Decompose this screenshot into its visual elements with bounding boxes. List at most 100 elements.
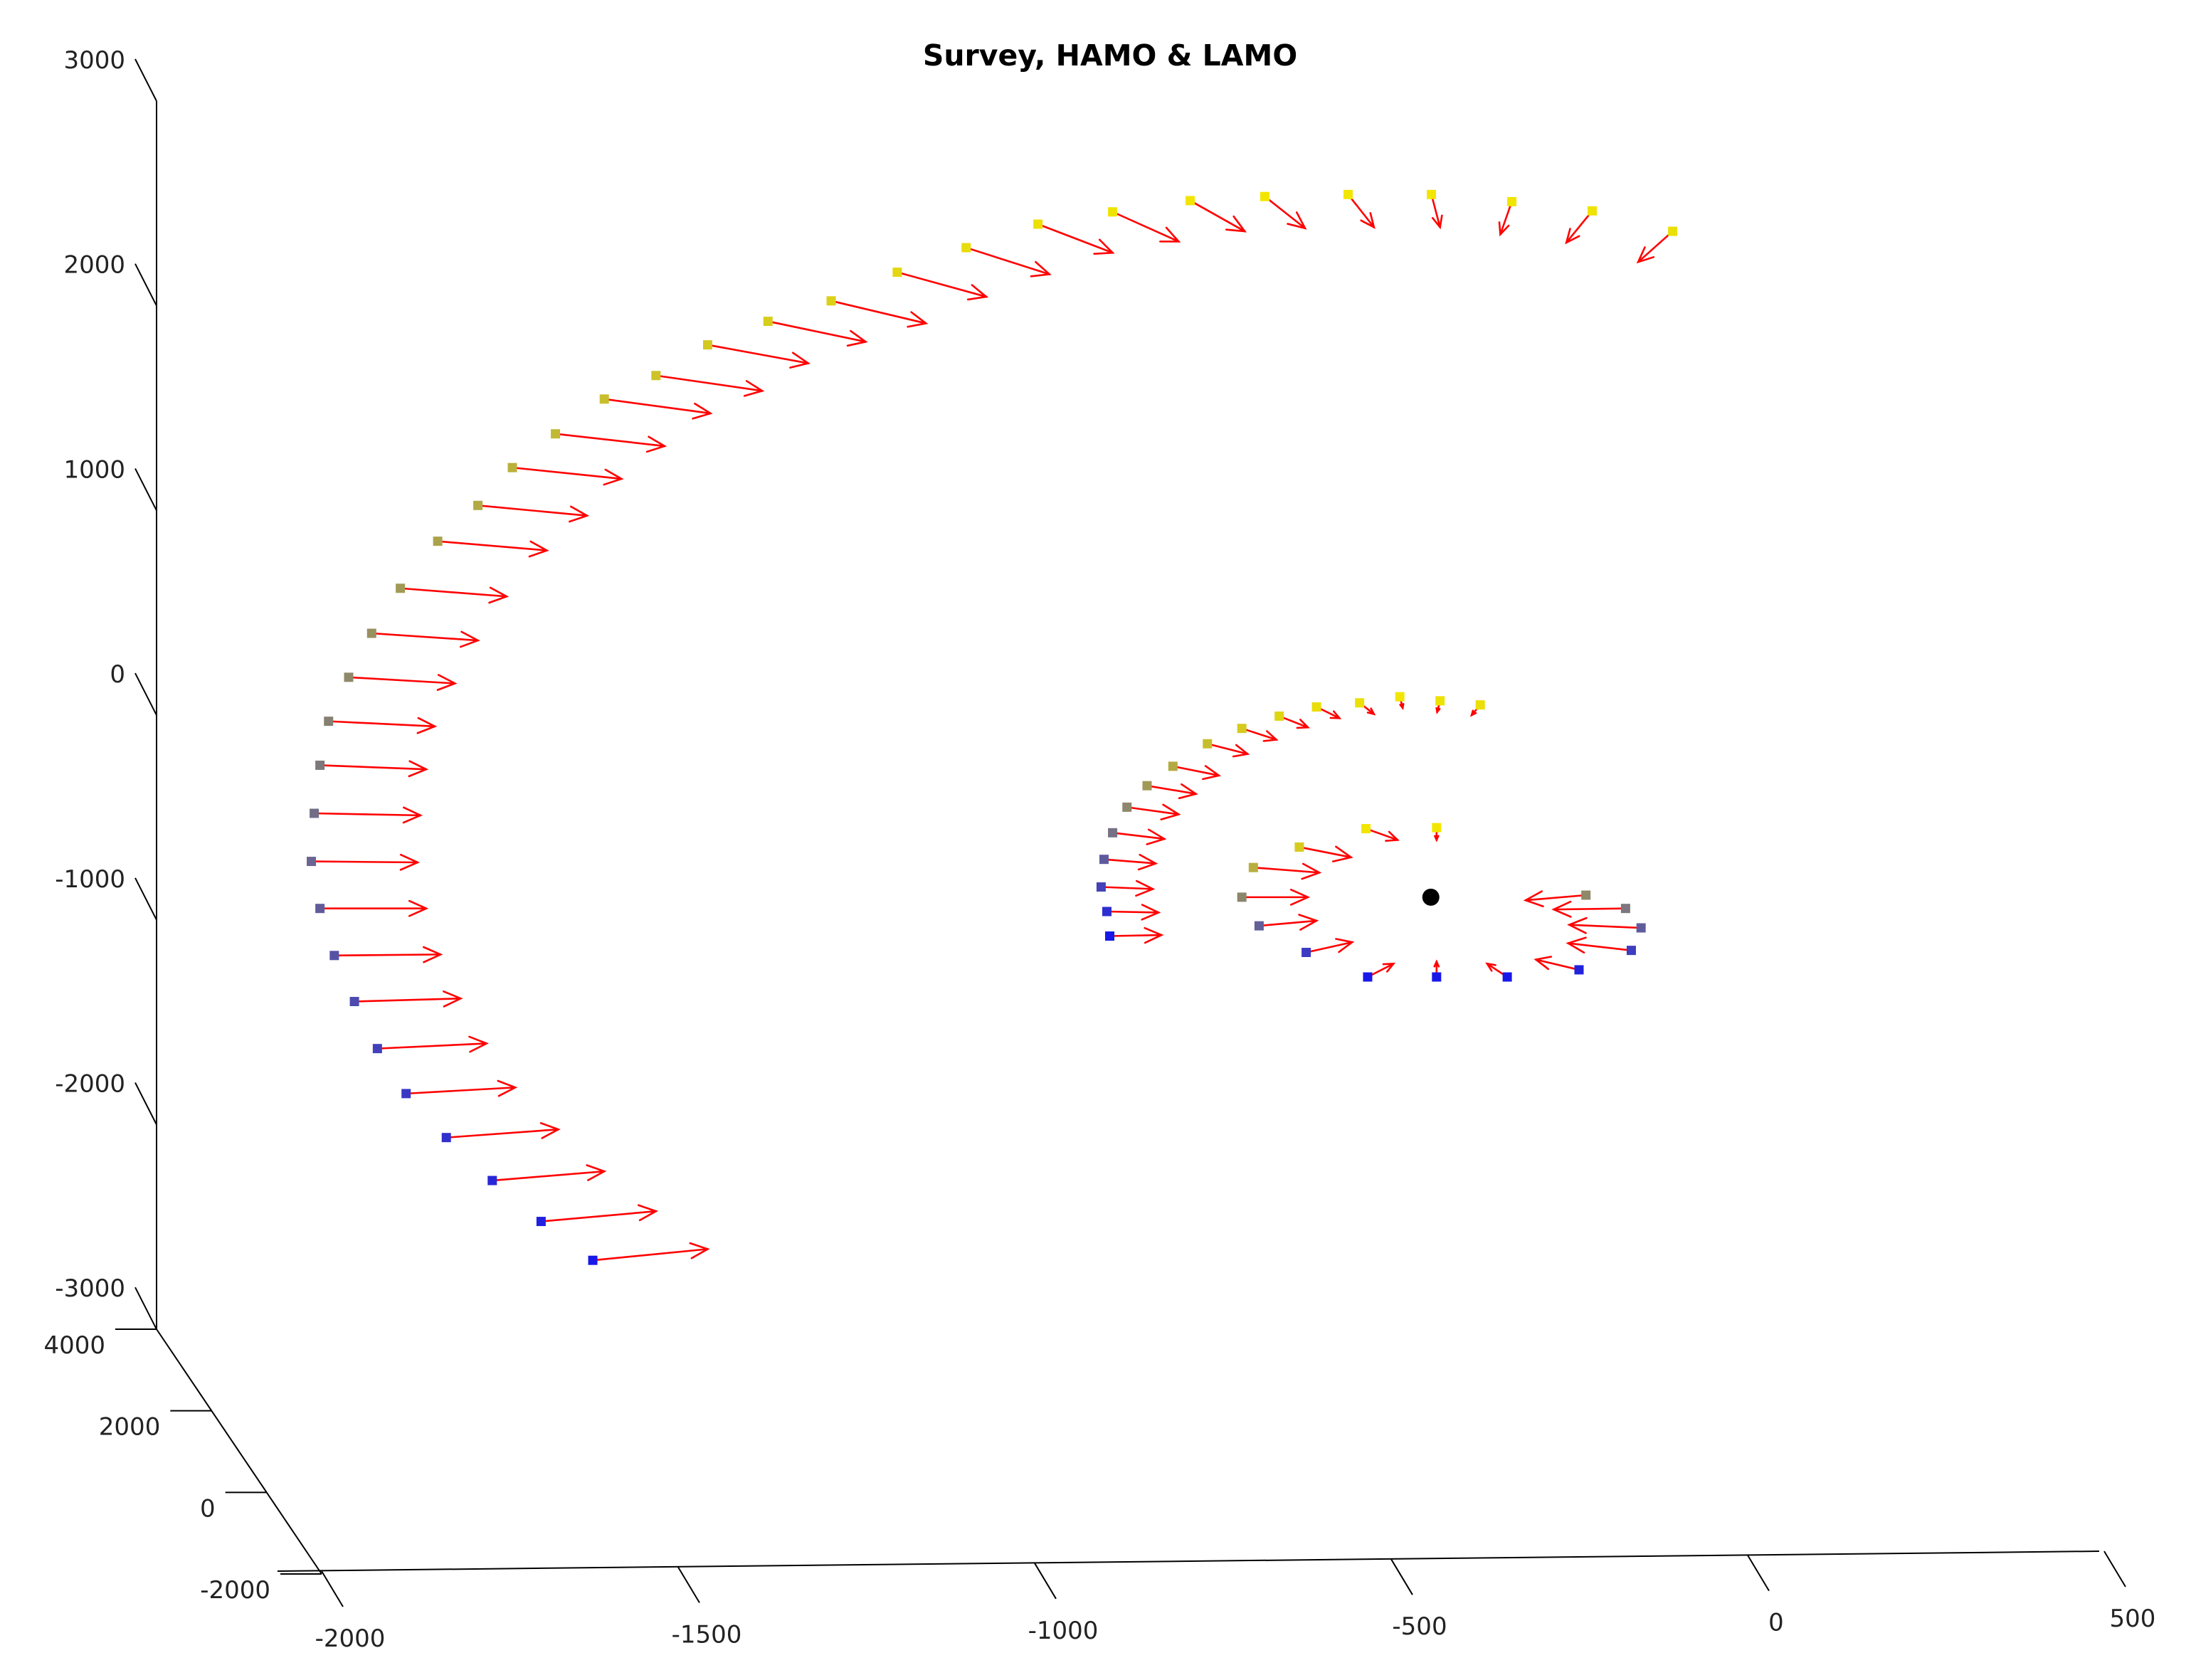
- arrows: [310, 194, 1674, 1262]
- arrow-head: [528, 540, 549, 558]
- z-tick-label: -2000: [55, 1070, 125, 1099]
- x-tick-mark: [1747, 1555, 1770, 1592]
- arrow-head: [1289, 888, 1311, 906]
- vector-arrow: [1126, 806, 1180, 815]
- vector-arrow: [399, 587, 508, 598]
- spacecraft-marker: [961, 243, 971, 253]
- arrow-head: [1433, 959, 1440, 968]
- spacecraft-marker: [401, 1089, 411, 1099]
- spacecraft-marker: [1122, 802, 1132, 812]
- markers: [307, 189, 1678, 1265]
- vector-arrow: [1499, 201, 1513, 236]
- z-tick-label: 1000: [63, 455, 125, 484]
- arrow-head: [1159, 226, 1181, 243]
- arrow-head: [1178, 783, 1198, 800]
- vector-arrow: [554, 433, 666, 448]
- spacecraft-marker: [1294, 842, 1304, 852]
- vector-arrow: [511, 466, 623, 480]
- spacecraft-marker: [1099, 855, 1109, 865]
- arrow-head: [1567, 916, 1588, 934]
- spacecraft-marker: [1108, 207, 1118, 217]
- arrow-head: [1141, 904, 1161, 921]
- spacecraft-marker: [1237, 892, 1247, 902]
- spacecraft-marker: [1502, 972, 1512, 982]
- vector-arrow: [591, 1248, 709, 1262]
- arrow-head: [1287, 211, 1307, 230]
- arrow-head: [1498, 221, 1510, 237]
- spacecraft-marker: [763, 317, 773, 327]
- arrow-head: [743, 380, 765, 397]
- vector-arrow: [319, 764, 428, 771]
- arrow-head: [1262, 730, 1279, 742]
- spacecraft-marker: [1105, 931, 1115, 941]
- z-tick-label: -3000: [55, 1274, 125, 1303]
- x-tick-label: 500: [2110, 1605, 2156, 1633]
- spacecraft-marker: [473, 500, 483, 510]
- spacecraft-marker: [1626, 946, 1636, 956]
- central-body-marker: [1422, 888, 1440, 906]
- spacecraft-marker: [1254, 921, 1264, 931]
- x-tick-mark: [1390, 1558, 1413, 1595]
- spacecraft-marker: [1355, 698, 1365, 708]
- spacecraft-marker: [651, 371, 661, 381]
- arrow-head: [416, 717, 438, 734]
- spacecraft-marker: [1033, 219, 1043, 229]
- spacecraft-marker: [1248, 862, 1258, 872]
- arrow-head: [689, 1242, 710, 1259]
- vector-arrow: [1264, 195, 1306, 230]
- spacecraft-marker: [703, 340, 712, 350]
- vector-arrow: [603, 398, 712, 415]
- arrow-head: [1470, 709, 1477, 717]
- arrow-head: [1565, 228, 1580, 245]
- arrow-head: [488, 586, 509, 604]
- x-tick-label: -1000: [1028, 1617, 1099, 1645]
- vector-arrow: [327, 720, 436, 728]
- arrow-head: [907, 311, 929, 328]
- vector-arrow: [1037, 223, 1114, 254]
- spacecraft-marker: [487, 1176, 497, 1185]
- z-tick-mark: [134, 877, 157, 921]
- spacecraft-marker: [1636, 923, 1646, 933]
- arrow-head: [1160, 803, 1181, 820]
- spacecraft-marker: [1361, 824, 1371, 834]
- spacecraft-marker: [344, 672, 354, 682]
- x-tick-mark: [321, 1570, 344, 1607]
- spacecraft-marker: [1237, 724, 1247, 734]
- spacecraft-marker: [1432, 972, 1442, 982]
- spacecraft-marker: [1142, 781, 1152, 791]
- z-tick-label: 3000: [63, 46, 125, 75]
- arrow-head: [586, 1164, 607, 1181]
- spacecraft-marker: [1311, 702, 1321, 712]
- arrow-head: [789, 352, 810, 369]
- arrow-head: [1435, 707, 1441, 714]
- vector-arrow: [1535, 958, 1580, 971]
- vector-arrow: [540, 1210, 658, 1222]
- arrow-head: [1431, 214, 1443, 230]
- arrow-head: [1202, 765, 1222, 781]
- spacecraft-marker: [892, 268, 902, 278]
- vector-arrow: [1524, 894, 1588, 902]
- vector-arrow: [1568, 924, 1642, 929]
- spacecraft-marker: [1588, 206, 1598, 216]
- spacecraft-marker: [599, 394, 609, 404]
- arrow-head: [1137, 853, 1158, 871]
- spacecraft-marker: [433, 537, 443, 546]
- arrow-head: [1225, 215, 1247, 233]
- spacecraft-marker: [1108, 828, 1118, 838]
- vector-arrow: [1278, 715, 1309, 729]
- spacecraft-marker: [1203, 739, 1213, 749]
- spacecraft-marker: [1668, 226, 1678, 236]
- arrow-head: [1485, 962, 1496, 972]
- vector-arrow: [766, 320, 867, 343]
- arrow-head: [408, 760, 429, 778]
- arrow-head: [1144, 926, 1164, 944]
- arrow-head: [846, 329, 868, 347]
- spacecraft-marker: [1435, 696, 1445, 706]
- vector-arrow: [1112, 832, 1166, 840]
- vector-arrow: [965, 246, 1051, 275]
- spacecraft-marker: [1301, 948, 1311, 957]
- vector-arrow: [1637, 230, 1674, 263]
- z-tick-mark: [134, 672, 157, 716]
- y-tick-label: 2000: [99, 1413, 161, 1442]
- vector-arrow: [1146, 784, 1197, 795]
